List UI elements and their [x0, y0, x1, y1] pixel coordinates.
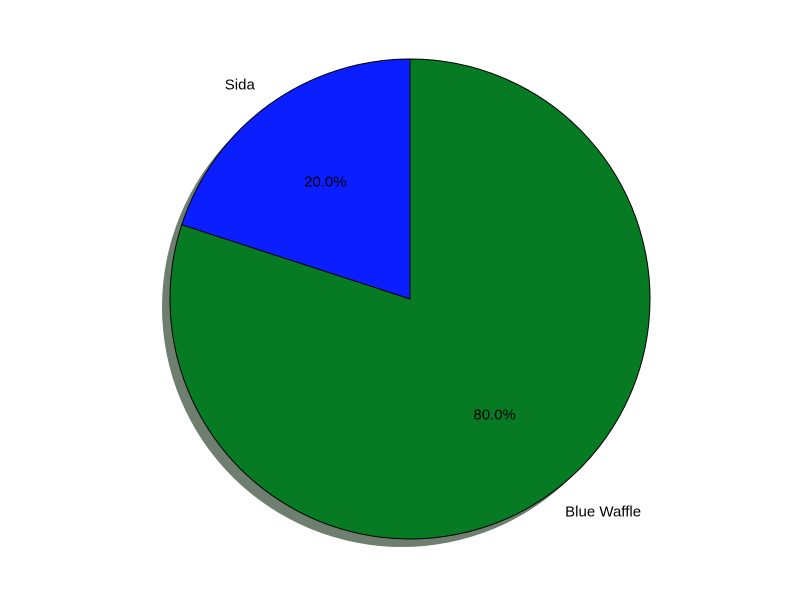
slice-percent-sida: 20.0%: [304, 173, 347, 190]
pie-slice-sida: [181, 58, 411, 300]
slice-percent-blue-waffle: 80.0%: [473, 406, 516, 423]
pie-labels: Sida 20.0% Blue Waffle 80.0%: [225, 76, 641, 520]
slice-label-sida: Sida: [225, 76, 256, 93]
pie-slices: [169, 58, 651, 540]
pie-slice-blue-waffle: [169, 58, 651, 540]
slice-label-blue-waffle: Blue Waffle: [565, 504, 641, 521]
